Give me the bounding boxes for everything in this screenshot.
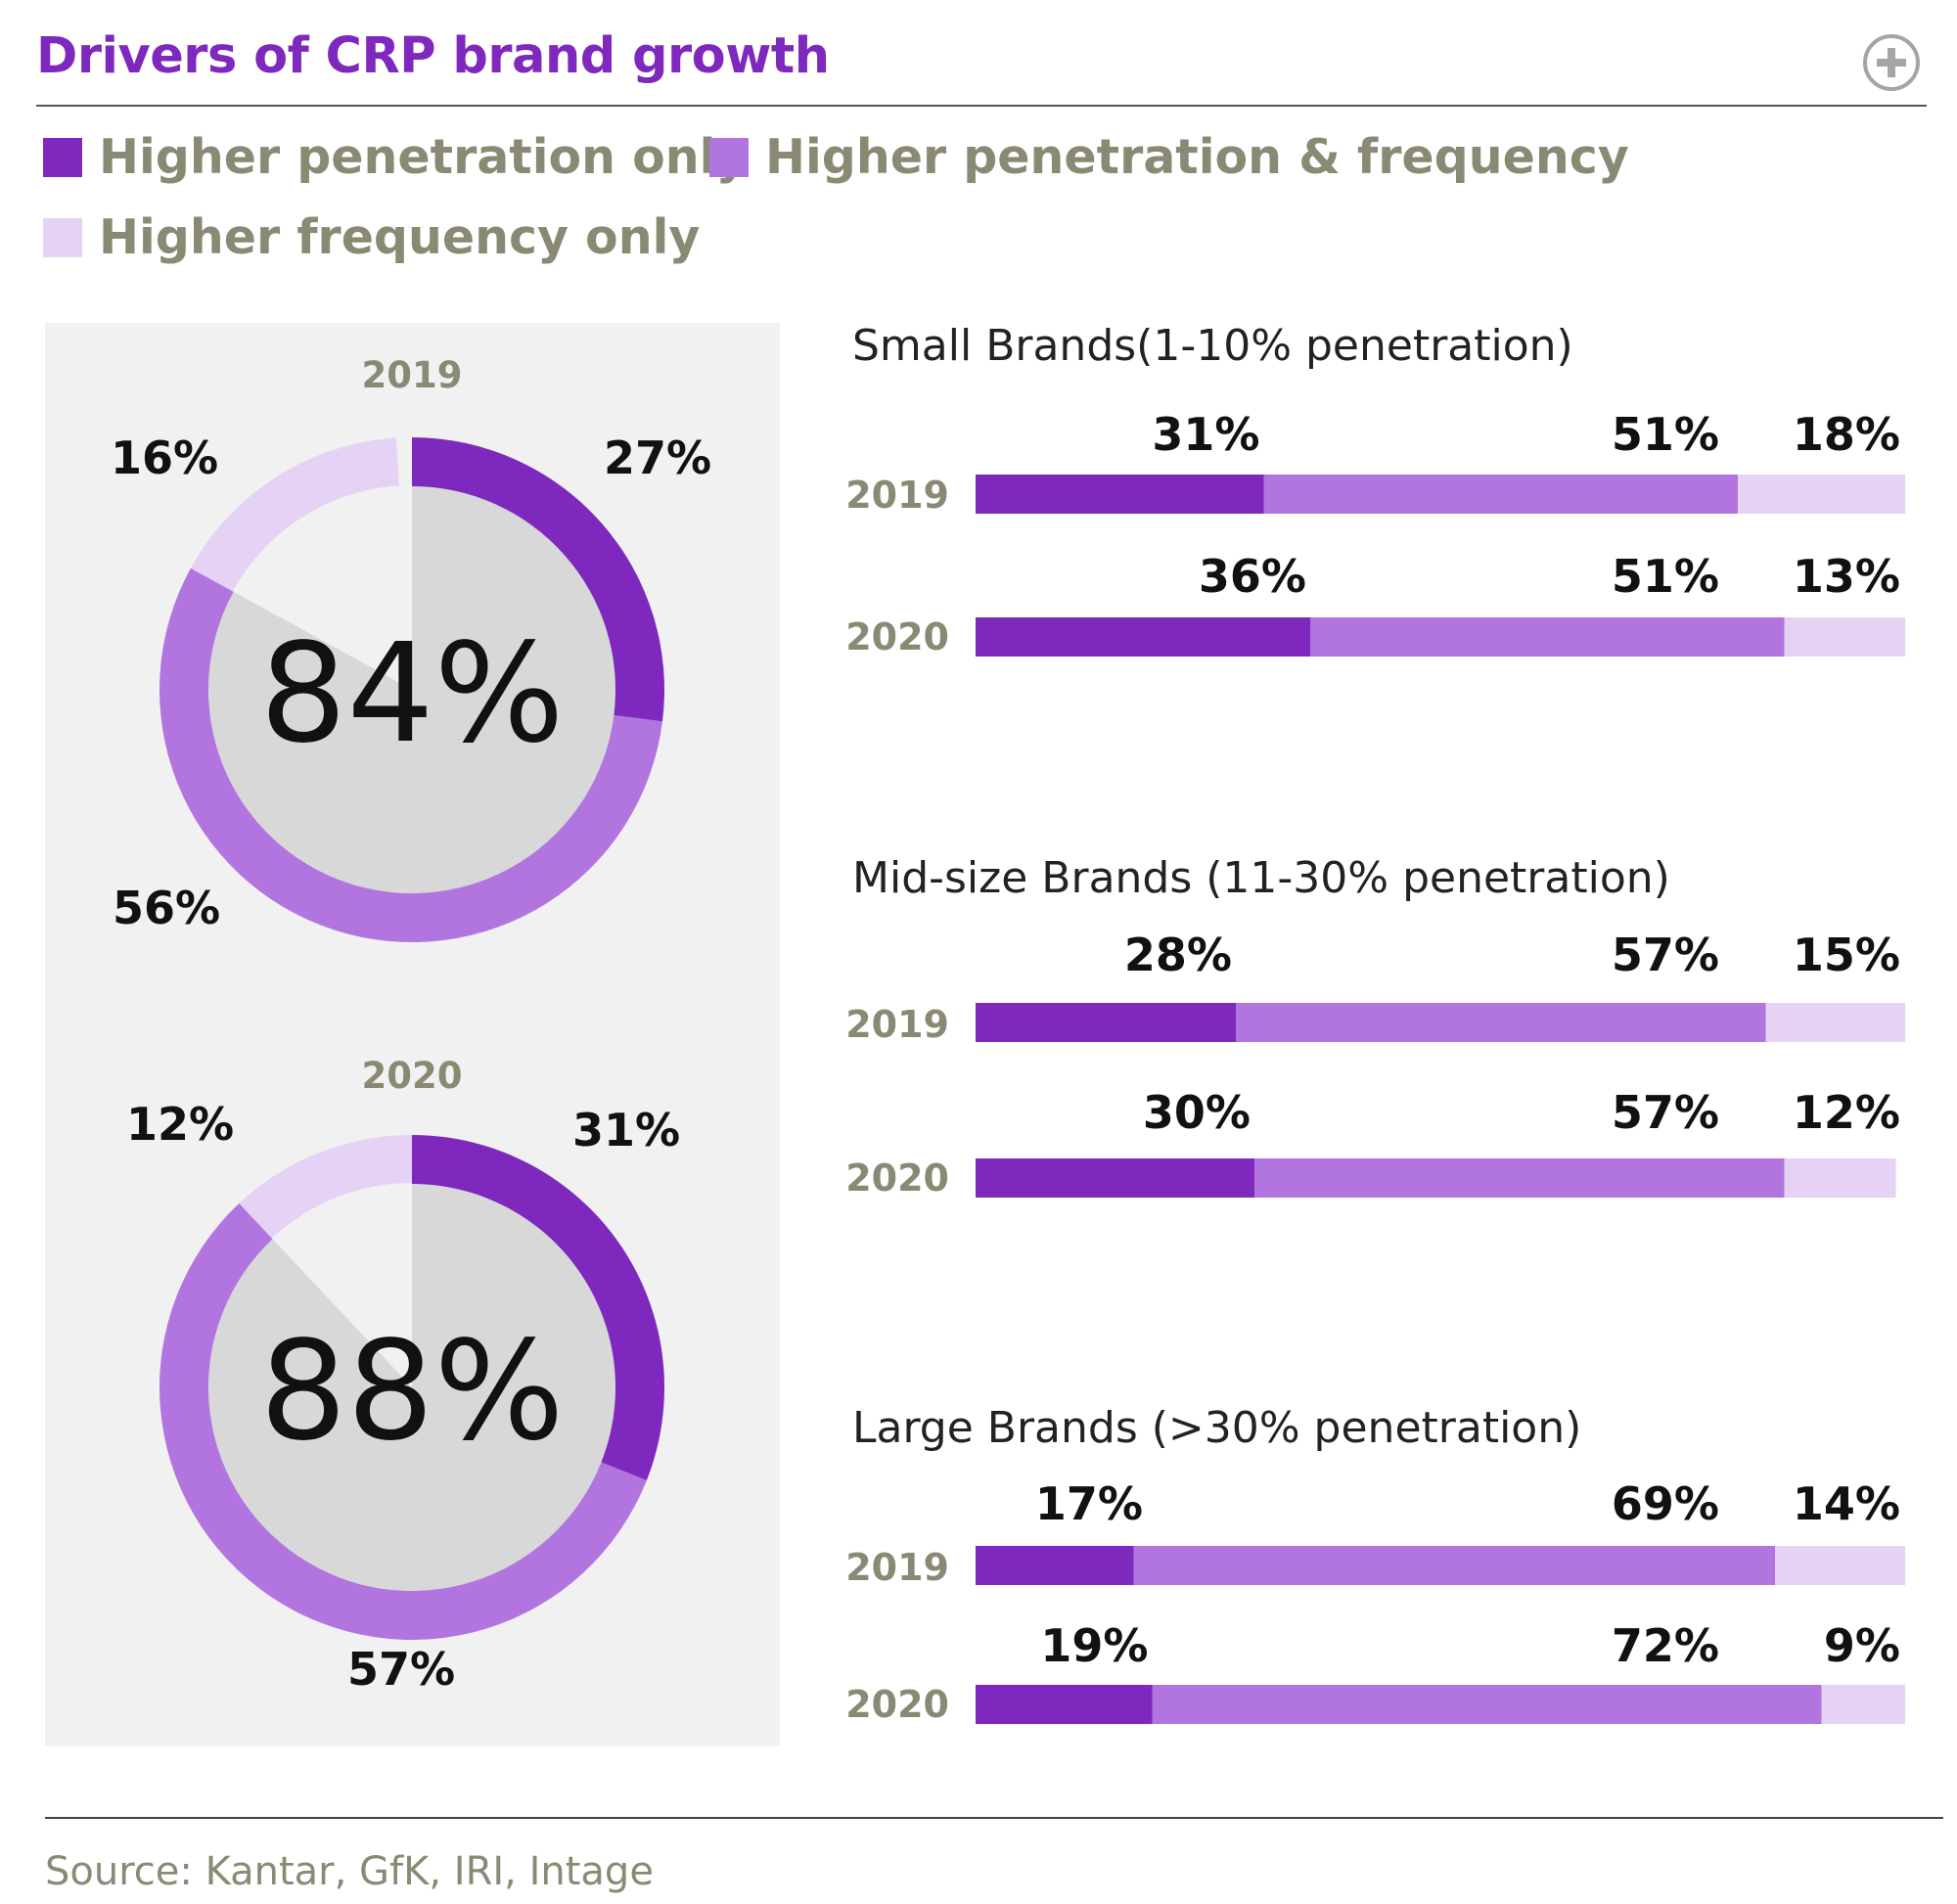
bar-group-title-large: Large Brands (>30% penetration) xyxy=(852,1403,1582,1453)
bar-segment-penetration-only xyxy=(976,1158,1254,1198)
bar-row-year-label: 2019 xyxy=(845,1546,949,1589)
donut-frequency-wedge xyxy=(232,485,412,690)
donut-center-label: 88% xyxy=(259,1312,564,1472)
bar-value-label: 13% xyxy=(1793,550,1900,603)
donut-segment-penetration-only xyxy=(412,1135,664,1480)
source-note: Source: Kantar, GfK, IRI, Intage xyxy=(45,1849,654,1894)
bar-row-year-label: 2020 xyxy=(845,1683,949,1726)
bar-group-title-small: Small Brands(1-10% penetration) xyxy=(852,321,1573,371)
bar-segment-frequency-only xyxy=(1738,475,1905,514)
donut-segment-label: 16% xyxy=(111,431,218,484)
donut-segment-penetration-frequency xyxy=(159,567,662,942)
bar-segment-penetration-frequency xyxy=(1152,1685,1822,1724)
bar-segment-penetration-frequency xyxy=(1133,1546,1775,1585)
bar-value-label: 72% xyxy=(1612,1619,1719,1672)
bar-value-label: 30% xyxy=(1143,1086,1251,1139)
donut-segment-penetration-frequency xyxy=(159,1202,647,1641)
legend-label: Higher frequency only xyxy=(99,209,701,265)
bar-value-label: 9% xyxy=(1824,1619,1900,1672)
legend-label: Higher penetration & frequency xyxy=(765,129,1629,185)
bar-value-label: 69% xyxy=(1612,1477,1719,1530)
bar-value-label: 12% xyxy=(1793,1086,1900,1139)
donut-segment-label: 57% xyxy=(347,1643,455,1696)
chart-title: Drivers of CRP brand growth xyxy=(36,27,830,85)
bar-group-title-midsize: Mid-size Brands (11-30% penetration) xyxy=(852,853,1670,903)
donut-center-label: 84% xyxy=(259,614,564,774)
title-divider xyxy=(36,105,1927,107)
donut-segment-frequency-only xyxy=(190,437,399,592)
bar-segment-penetration-frequency xyxy=(1310,617,1785,657)
bar-row-year-label: 2020 xyxy=(845,1156,949,1200)
bar-row-year-label: 2020 xyxy=(845,615,949,658)
bar-segment-penetration-only xyxy=(976,617,1310,657)
legend-item-penetration-only: Higher penetration only xyxy=(43,129,747,185)
legend-swatch xyxy=(709,137,749,177)
bar-row-year-label: 2019 xyxy=(845,1003,949,1046)
footer-divider xyxy=(45,1817,1943,1819)
bar-segment-penetration-only xyxy=(976,1546,1134,1585)
bar-value-label: 18% xyxy=(1793,408,1900,461)
bar-value-label: 31% xyxy=(1152,408,1259,461)
bar-segment-penetration-frequency xyxy=(1236,1003,1766,1042)
bar-value-label: 36% xyxy=(1199,550,1306,603)
bar-segment-frequency-only xyxy=(1775,1546,1905,1585)
legend-swatch xyxy=(43,217,82,257)
legend-item-frequency-only: Higher frequency only xyxy=(43,209,700,265)
donut-frequency-wedge xyxy=(271,1183,412,1387)
bar-value-label: 57% xyxy=(1612,1086,1719,1139)
donut-segment-label: 56% xyxy=(113,882,220,934)
bar-segment-frequency-only xyxy=(1765,1003,1905,1042)
bar-value-label: 14% xyxy=(1793,1477,1900,1530)
bar-segment-penetration-frequency xyxy=(1263,475,1738,514)
donut-year-label: 2020 xyxy=(362,1055,463,1097)
bar-segment-penetration-only xyxy=(976,1685,1153,1724)
donut-year-label: 2019 xyxy=(362,354,463,396)
bar-value-label: 17% xyxy=(1035,1477,1143,1530)
donut-segment-label: 31% xyxy=(572,1104,680,1156)
plus-circle-icon[interactable] xyxy=(1862,33,1921,92)
legend-item-penetration-frequency: Higher penetration & frequency xyxy=(709,129,1629,185)
bar-segment-penetration-frequency xyxy=(1254,1158,1785,1198)
bar-segment-frequency-only xyxy=(1784,1158,1896,1198)
bar-segment-penetration-only xyxy=(976,1003,1236,1042)
bar-row-year-label: 2019 xyxy=(845,474,949,517)
legend-label: Higher penetration only xyxy=(99,129,748,185)
bar-segment-frequency-only xyxy=(1784,617,1905,657)
donut-segment-penetration-only xyxy=(412,437,664,722)
bar-segment-penetration-only xyxy=(976,475,1264,514)
donut-segment-frequency-only xyxy=(239,1135,412,1240)
bar-value-label: 51% xyxy=(1612,408,1719,461)
bar-value-label: 57% xyxy=(1612,929,1719,981)
donut-segment-label: 12% xyxy=(126,1098,234,1151)
bar-segment-frequency-only xyxy=(1821,1685,1905,1724)
legend-swatch xyxy=(43,137,82,177)
bar-value-label: 51% xyxy=(1612,550,1719,603)
bar-value-label: 19% xyxy=(1040,1619,1148,1672)
bar-value-label: 15% xyxy=(1793,929,1900,981)
donut-segment-label: 27% xyxy=(604,431,711,484)
bar-value-label: 28% xyxy=(1124,929,1232,981)
